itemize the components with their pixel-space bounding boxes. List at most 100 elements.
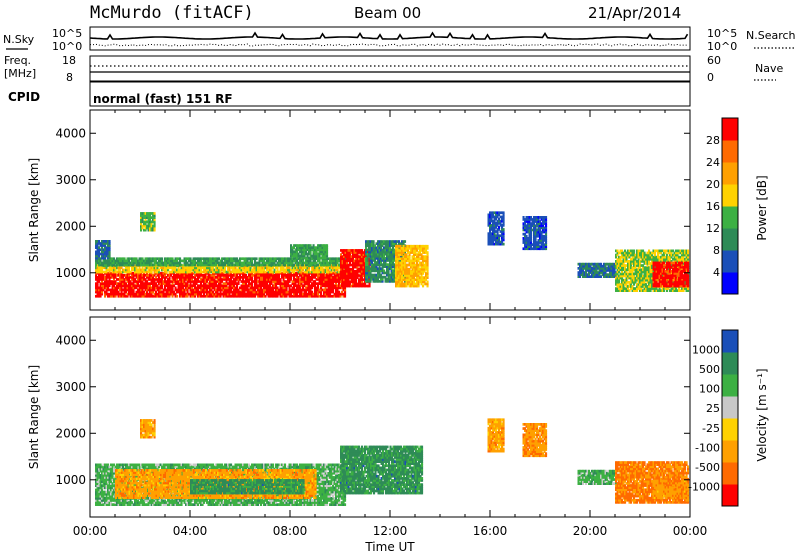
- x-tick-label-3: 12:00: [373, 524, 408, 538]
- velocity-region-7: [577, 469, 618, 485]
- power-colorbar-tick-3: 16: [706, 200, 720, 213]
- freq-label-line2: [MHz]: [4, 67, 36, 80]
- power-region-0: [95, 271, 347, 298]
- power-panel: 1000 2000 3000 4000 Slant Range [km]: [27, 109, 691, 311]
- velocity-region-5: [487, 418, 505, 453]
- power-colorbar-swatch-4: [722, 184, 738, 207]
- power-x-ticks: [89, 110, 691, 310]
- power-colorbar-swatch-0: [722, 272, 738, 295]
- velocity-colorbar-swatch-2: [722, 440, 738, 463]
- nave-tick-low: 0: [707, 71, 714, 84]
- velocity-region-6: [522, 423, 548, 458]
- power-region-5: [395, 244, 429, 288]
- noise-left-tick-high: 10^5: [52, 27, 82, 40]
- velocity-ytick-label-1: 2000: [55, 426, 86, 440]
- freq-label-line1: Freq.: [4, 54, 31, 67]
- velocity-colorbar-tick-7: 1000: [692, 344, 720, 357]
- power-region-8: [522, 216, 548, 251]
- power-colorbar: 4 8 12 16 20 24 28: [706, 117, 739, 295]
- velocity-region-4: [140, 419, 156, 439]
- velocity-region-9: [652, 479, 690, 499]
- noise-right-tick-low: 10^0: [707, 40, 737, 53]
- power-colorbar-swatch-5: [722, 162, 738, 185]
- power-colorbar-tick-6: 28: [706, 134, 720, 147]
- power-ytick-label-0: 1000: [55, 266, 86, 280]
- power-region-6: [140, 212, 156, 232]
- power-y-ticks: 1000 2000 3000 4000: [55, 126, 690, 280]
- velocity-y-ticks: 1000 2000 3000 4000: [55, 333, 690, 487]
- noise-left-tick-low: 10^0: [52, 40, 82, 53]
- x-tick-label-6: 00:00: [673, 524, 708, 538]
- x-axis-label: Time UT: [364, 540, 415, 554]
- power-colorbar-swatch-2: [722, 228, 738, 251]
- freq-tick-low: 8: [66, 71, 73, 84]
- power-y-label: Slant Range [km]: [27, 158, 41, 262]
- velocity-ytick-label-2: 3000: [55, 380, 86, 394]
- power-colorbar-label: Power [dB]: [755, 175, 769, 240]
- power-colorbar-swatch-7: [722, 118, 738, 141]
- velocity-colorbar-swatch-4: [722, 396, 738, 419]
- velocity-colorbar-tick-2: -100: [695, 441, 720, 454]
- nsearch-line: [89, 43, 688, 47]
- power-region-9: [577, 262, 618, 278]
- velocity-colorbar-swatch-0: [722, 484, 738, 507]
- velocity-colorbar-label: Velocity [m s⁻¹]: [755, 368, 769, 461]
- x-tick-label-1: 04:00: [173, 524, 208, 538]
- velocity-ytick-label-3: 4000: [55, 333, 86, 347]
- power-colorbar-tick-0: 4: [713, 266, 720, 279]
- power-ytick-label-2: 3000: [55, 173, 86, 187]
- velocity-colorbar: -1000 -500 -100 -25 25 100 500 1000: [688, 329, 739, 507]
- power-colorbar-swatch-6: [722, 140, 738, 163]
- velocity-region-2: [190, 479, 305, 495]
- velocity-y-label: Slant Range [km]: [27, 365, 41, 469]
- power-ytick-label-1: 2000: [55, 219, 86, 233]
- velocity-colorbar-swatch-3: [722, 418, 738, 441]
- nsky-label: N.Sky: [3, 33, 35, 46]
- velocity-colorbar-tick-4: 25: [706, 402, 720, 415]
- noise-right-tick-high: 10^5: [707, 27, 737, 40]
- power-colorbar-swatch-3: [722, 206, 738, 229]
- x-tick-label-0: 00:00: [73, 524, 108, 538]
- date-title: 21/Apr/2014: [588, 4, 681, 22]
- power-colorbar-tick-2: 12: [706, 222, 720, 235]
- velocity-colorbar-swatch-5: [722, 374, 738, 397]
- station-title: McMurdo (fitACF): [90, 3, 254, 23]
- noise-panel: N.Sky 10^5 10^0 10^5 10^0 N.Search: [3, 26, 796, 53]
- velocity-colorbar-tick-0: -1000: [688, 480, 720, 493]
- cpid-value: normal (fast) 151 RF: [93, 92, 233, 106]
- velocity-colorbar-tick-1: -500: [695, 461, 720, 474]
- nsearch-label: N.Search: [746, 29, 796, 42]
- x-tick-label-5: 20:00: [573, 524, 608, 538]
- power-region-11: [652, 261, 690, 288]
- velocity-colorbar-tick-6: 500: [699, 363, 720, 376]
- velocity-colorbar-tick-3: -25: [702, 422, 720, 435]
- power-colorbar-tick-1: 8: [713, 244, 720, 257]
- velocity-ytick-label-0: 1000: [55, 473, 86, 487]
- power-region-13: [290, 244, 329, 260]
- power-colorbar-tick-5: 24: [706, 156, 720, 169]
- velocity-colorbar-swatch-7: [722, 330, 738, 353]
- power-colorbar-swatch-1: [722, 250, 738, 273]
- velocity-marks: [95, 418, 690, 506]
- power-region-7: [487, 211, 505, 246]
- x-tick-label-2: 08:00: [273, 524, 308, 538]
- x-tick-label-4: 16:00: [473, 524, 508, 538]
- beam-title: Beam 00: [354, 4, 421, 22]
- nave-label: Nave: [755, 62, 783, 75]
- freq-tick-high: 18: [62, 54, 76, 67]
- velocity-region-3: [340, 445, 424, 495]
- velocity-colorbar-tick-5: 100: [699, 383, 720, 396]
- freq-panel: Freq. [MHz] 18 8 60 0 Nave: [4, 54, 783, 84]
- velocity-colorbar-swatch-6: [722, 352, 738, 375]
- power-ytick-label-3: 4000: [55, 126, 86, 140]
- velocity-x-ticks: 00:00 04:00 08:00 12:00 16:00 20:00 00:00: [73, 317, 708, 538]
- cpid-panel: CPID normal (fast) 151 RF: [8, 81, 691, 107]
- power-region-12: [95, 240, 111, 260]
- nsky-line: [89, 31, 689, 40]
- nave-tick-high: 60: [707, 54, 721, 67]
- power-marks: [95, 211, 690, 298]
- velocity-colorbar-swatch-1: [722, 462, 738, 485]
